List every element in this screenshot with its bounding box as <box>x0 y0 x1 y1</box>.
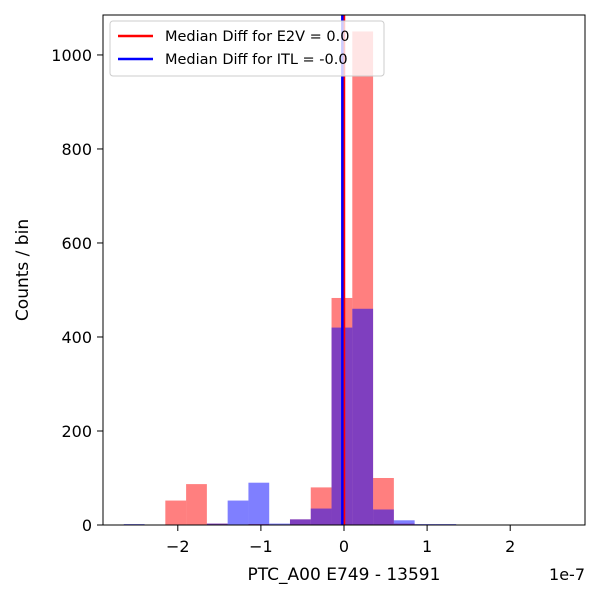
x-tick-label: −1 <box>249 537 273 556</box>
e2v-bar <box>186 484 207 525</box>
median-lines-group <box>341 15 346 525</box>
itl-bar <box>393 520 415 525</box>
y-axis-ticks: 0 200 400 600 800 1000 <box>51 46 103 535</box>
legend-box <box>109 20 385 77</box>
itl-bar <box>373 509 394 525</box>
y-tick-label: 1000 <box>51 46 92 65</box>
itl-bar <box>269 523 290 525</box>
x-axis-offset-text: 1e-7 <box>549 565 585 584</box>
legend: Median Diff for E2V = 0.0 Median Diff fo… <box>109 20 385 77</box>
x-tick-label: 0 <box>339 537 349 556</box>
x-tick-label: 1 <box>422 537 432 556</box>
y-tick-label: 400 <box>61 328 92 347</box>
legend-label-e2v: Median Diff for E2V = 0.0 <box>165 29 349 45</box>
x-axis-ticks: −2 −1 0 1 2 <box>166 525 515 556</box>
e2v-bars-group <box>165 31 415 526</box>
itl-bar <box>310 508 332 525</box>
y-tick-label: 600 <box>61 234 92 253</box>
x-tick-label: −2 <box>166 537 190 556</box>
e2v-bar <box>165 500 187 525</box>
itl-bar <box>352 308 374 525</box>
itl-bar <box>289 519 311 525</box>
y-tick-label: 200 <box>61 422 92 441</box>
itl-bar <box>227 500 249 525</box>
y-axis-label: Counts / bin <box>13 219 33 321</box>
x-axis-label: PTC_A00 E749 - 13591 <box>248 565 441 585</box>
legend-label-itl: Median Diff for ITL = -0.0 <box>165 52 348 68</box>
y-tick-label: 0 <box>82 516 92 535</box>
itl-bars-group <box>123 308 457 525</box>
x-tick-label: 2 <box>505 537 515 556</box>
itl-bar <box>248 482 270 525</box>
y-tick-label: 800 <box>61 140 92 159</box>
itl-bar <box>206 523 228 525</box>
